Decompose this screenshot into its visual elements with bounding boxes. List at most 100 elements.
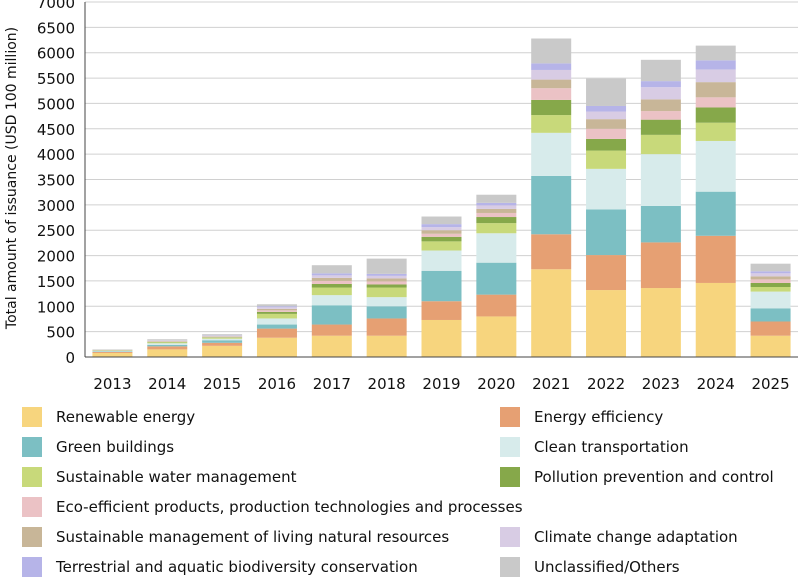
bar-segment [421,319,462,357]
bar-segment [311,335,352,357]
bar-segment [695,235,736,283]
y-tick-label: 2000 [37,248,75,266]
legend-swatch [500,437,520,457]
bar-segment [147,342,188,344]
bar-segment [640,205,681,243]
x-tick-labels: 2013 2014 2015 2016 2017 2018 2019 2020 2021 2022… [93,375,789,393]
bar-segment [476,212,517,218]
bar-segment [750,321,791,336]
bars [92,38,791,357]
bar-stack-2024 [695,45,736,357]
legend-swatch [500,407,520,427]
bar-stack-2020 [476,194,517,357]
y-axis-label: Total amount of issuance (USD 100 millio… [4,27,20,330]
bar-segment [640,111,681,120]
bar-segment [256,307,297,309]
bar-segment [695,107,736,123]
bar-segment [366,335,407,357]
bar-segment [695,82,736,98]
legend-label: Terrestrial and aquatic biodiversity con… [56,558,418,576]
bar-segment [695,60,736,70]
bar-segment [256,304,297,307]
bar-segment [421,270,462,302]
x-tick-label: 2018 [368,375,406,393]
bar-segment [202,345,243,357]
bar-stack-2017 [311,265,352,357]
bar-segment [147,346,188,350]
x-tick-label: 2016 [258,375,296,393]
x-tick-label: 2019 [422,375,460,393]
bar-segment [366,275,407,279]
bar-segment [640,87,681,100]
bar-segment [476,217,517,224]
bar-segment [311,273,352,276]
bar-segment [202,340,243,343]
bar-segment [695,191,736,236]
bar-segment [695,140,736,192]
legend-swatch [500,467,520,487]
bar-segment [202,336,243,337]
legend-item: Sustainable management of living natural… [22,526,449,548]
bar-stack-2019 [421,216,462,357]
legend-label: Sustainable management of living natural… [56,528,450,546]
legend-item: Green buildings [22,436,174,458]
bar-segment [366,297,407,307]
bar-segment [421,250,462,271]
bar-segment [311,275,352,278]
bar-segment [695,69,736,83]
legend-item: Unclassified/Others [500,556,680,578]
bar-segment [311,283,352,288]
legend-swatch [22,467,42,487]
x-tick-label: 2017 [313,375,351,393]
bar-segment [531,79,572,89]
bar-segment [531,175,572,235]
bar-segment [531,38,572,64]
bar-segment [92,351,133,353]
y-tick-label: 1500 [37,273,75,291]
bar-segment [202,342,243,346]
bar-segment [640,81,681,88]
bar-segment [202,337,243,338]
bar-segment [256,306,297,308]
x-tick-label: 2022 [587,375,625,393]
bar-segment [421,224,462,228]
bar-segment [202,337,243,339]
bar-segment [311,280,352,284]
x-tick-label: 2021 [532,375,570,393]
bar-segment [147,341,188,343]
bar-segment [476,233,517,263]
legend-swatch [500,527,520,547]
bar-segment [750,273,791,277]
y-tick-label: 4000 [37,146,75,164]
legend-swatch [22,497,42,517]
bar-segment [147,339,188,341]
bar-segment [531,115,572,133]
legend: Renewable energy Energy efficiency Green b… [0,400,800,578]
bar-segment [586,150,627,169]
bar-segment [147,340,188,342]
bar-segment [92,349,133,350]
x-tick-label: 2025 [751,375,789,393]
x-tick-label: 2024 [697,375,735,393]
y-tick-label: 0 [65,349,75,367]
bar-segment [256,310,297,312]
legend-label: Sustainable water management [56,468,297,486]
legend-item: Pollution prevention and control [500,466,774,488]
bar-segment [586,78,627,106]
bar-segment [750,263,791,272]
bar-segment [256,328,297,338]
legend-item: Sustainable water management [22,466,296,488]
bar-segment [421,216,462,225]
bar-segment [750,287,791,292]
bar-segment [586,105,627,112]
bar-segment [695,282,736,357]
bar-segment [531,63,572,70]
bar-segment [147,344,188,347]
x-tick-label: 2020 [477,375,515,393]
bar-segment [311,295,352,306]
bar-segment [531,269,572,357]
bar-segment [366,273,407,276]
bar-segment [586,168,627,210]
legend-swatch [22,557,42,577]
bar-segment [256,337,297,357]
